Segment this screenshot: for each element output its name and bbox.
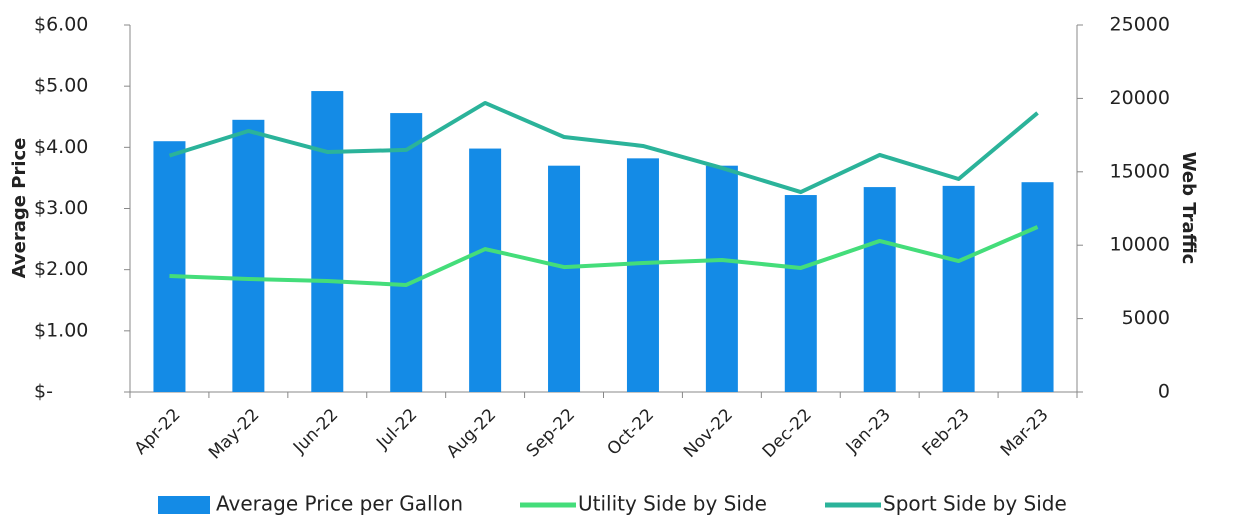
x-tick-label: Oct-22 [603, 405, 658, 460]
y2-tick-label: 0 [1158, 381, 1170, 403]
y2-tick-label: 5000 [1122, 307, 1170, 329]
legend-label: Average Price per Gallon [216, 492, 463, 516]
y-axis-title: Average Price [9, 138, 30, 279]
bar [311, 91, 344, 392]
y2-tick-label: 15000 [1110, 160, 1170, 182]
bar [548, 165, 581, 392]
x-tick-label: Dec-22 [759, 405, 816, 462]
x-tick-label: Jun-22 [289, 405, 342, 458]
bar [942, 185, 975, 392]
bar [705, 165, 738, 392]
line [169, 225, 1039, 287]
x-tick-label: Jan-23 [842, 405, 895, 458]
y2-axis-title: Web Traffic [1178, 152, 1199, 265]
y2-tick-label: 20000 [1110, 87, 1170, 109]
y2-tick-label: 25000 [1110, 14, 1170, 36]
x-tick-label: Feb-23 [919, 405, 974, 460]
x-tick-label: Aug-22 [443, 405, 500, 462]
bar [153, 141, 186, 392]
y-tick-label: $5.00 [34, 75, 88, 97]
x-tick-label: Jul-22 [372, 405, 421, 454]
x-tick-label: Mar-23 [997, 405, 1053, 461]
x-tick-label: Sep-22 [523, 405, 579, 461]
bar [232, 119, 265, 392]
y-tick-label: $6.00 [34, 14, 88, 36]
x-tick-label: Nov-22 [680, 405, 737, 462]
bar [784, 195, 817, 392]
bar [1021, 182, 1054, 392]
legend-label: Utility Side by Side [578, 492, 767, 516]
bar [390, 113, 423, 392]
y-tick-label: $3.00 [34, 197, 88, 219]
x-tick-label: Apr-22 [131, 405, 185, 459]
y-tick-label: $- [34, 381, 53, 403]
x-tick-label: May-22 [205, 405, 263, 463]
y-tick-label: $2.00 [34, 258, 88, 280]
bar [863, 187, 896, 392]
y-tick-label: $4.00 [34, 136, 88, 158]
y-tick-label: $1.00 [34, 319, 88, 341]
bar [469, 148, 502, 392]
legend-label: Sport Side by Side [883, 492, 1067, 516]
legend-swatch [158, 496, 210, 514]
bar [626, 158, 659, 392]
y2-tick-label: 10000 [1110, 234, 1170, 256]
line [168, 100, 1039, 195]
